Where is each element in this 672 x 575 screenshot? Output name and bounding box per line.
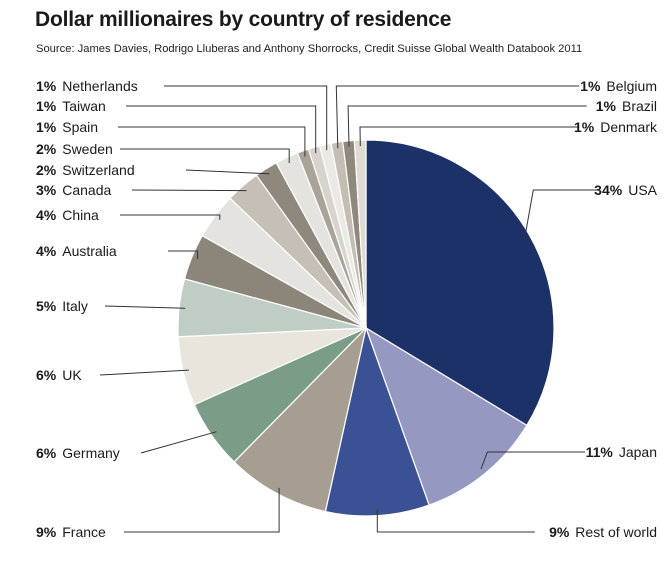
leader-lines bbox=[99, 85, 600, 533]
leader-line-netherlands bbox=[164, 85, 328, 151]
slice-label-china: 4% China bbox=[36, 207, 99, 223]
pie-slice-france bbox=[233, 326, 368, 513]
slice-label-rest-of-world: 9% Rest of world bbox=[549, 524, 657, 540]
leader-line-france bbox=[124, 487, 280, 533]
slice-name-netherlands: Netherlands bbox=[62, 78, 138, 94]
slice-pct-italy: 5% bbox=[36, 298, 57, 314]
slice-pct-canada: 3% bbox=[36, 182, 57, 198]
slice-pct-germany: 6% bbox=[36, 445, 57, 461]
leader-line-belgium bbox=[335, 85, 580, 149]
slice-label-usa: 34% USA bbox=[594, 182, 657, 198]
slice-name-usa: USA bbox=[628, 182, 657, 198]
slice-pct-usa: 34% bbox=[594, 182, 623, 198]
slice-pct-china: 4% bbox=[36, 207, 57, 223]
slice-pct-rest-of-world: 9% bbox=[549, 524, 570, 540]
slice-name-taiwan: Taiwan bbox=[62, 98, 106, 114]
leader-line-australia bbox=[168, 250, 199, 259]
slice-label-denmark: 1% Denmark bbox=[574, 119, 658, 135]
slice-pct-netherlands: 1% bbox=[36, 78, 57, 94]
leader-line-canada bbox=[131, 189, 247, 192]
leader-line-usa bbox=[524, 189, 600, 239]
slice-name-brazil: Brazil bbox=[622, 98, 657, 114]
pie-slice-usa bbox=[365, 139, 555, 427]
slice-name-belgium: Belgium bbox=[606, 78, 657, 94]
slice-label-france: 9% France bbox=[36, 524, 106, 540]
slice-name-uk: UK bbox=[62, 367, 82, 383]
slice-label-germany: 6% Germany bbox=[36, 445, 120, 461]
slice-pct-sweden: 2% bbox=[36, 141, 57, 157]
slice-name-rest-of-world: Rest of world bbox=[575, 524, 657, 540]
leader-line-china bbox=[120, 214, 221, 220]
slice-name-sweden: Sweden bbox=[62, 141, 113, 157]
leader-line-switzerland bbox=[185, 169, 270, 175]
slice-label-taiwan: 1% Taiwan bbox=[36, 98, 106, 114]
leader-line-spain bbox=[118, 126, 306, 157]
slice-label-switzerland: 2% Switzerland bbox=[36, 162, 135, 178]
slice-pct-france: 9% bbox=[36, 524, 57, 540]
slice-pct-denmark: 1% bbox=[574, 119, 595, 135]
slice-label-netherlands: 1% Netherlands bbox=[36, 78, 138, 94]
slice-name-denmark: Denmark bbox=[600, 119, 658, 135]
slice-name-canada: Canada bbox=[62, 182, 111, 198]
slice-name-china: China bbox=[62, 207, 99, 223]
slice-pct-uk: 6% bbox=[36, 367, 57, 383]
leader-line-uk bbox=[99, 369, 189, 376]
slice-label-brazil: 1% Brazil bbox=[596, 98, 657, 114]
slice-name-france: France bbox=[62, 524, 106, 540]
slice-label-italy: 5% Italy bbox=[36, 298, 88, 314]
slice-pct-brazil: 1% bbox=[596, 98, 617, 114]
slice-label-belgium: 1% Belgium bbox=[580, 78, 657, 94]
chart-title: Dollar millionaires by country of reside… bbox=[35, 8, 452, 31]
slice-name-australia: Australia bbox=[62, 243, 117, 259]
slice-label-uk: 6% UK bbox=[36, 367, 82, 383]
slice-pct-spain: 1% bbox=[36, 119, 57, 135]
slice-label-canada: 3% Canada bbox=[36, 182, 111, 198]
slice-pct-switzerland: 2% bbox=[36, 162, 57, 178]
leader-line-taiwan bbox=[126, 105, 317, 154]
slice-pct-belgium: 1% bbox=[580, 78, 601, 94]
slice-name-spain: Spain bbox=[62, 119, 98, 135]
slice-label-sweden: 2% Sweden bbox=[36, 141, 113, 157]
slice-pct-australia: 4% bbox=[36, 243, 57, 259]
pie-slice-japan bbox=[364, 326, 528, 506]
slice-name-japan: Japan bbox=[619, 444, 657, 460]
slice-pct-japan: 11% bbox=[586, 444, 614, 460]
slice-label-japan: 11% Japan bbox=[586, 444, 657, 460]
leader-line-japan bbox=[480, 451, 585, 470]
slice-pct-taiwan: 1% bbox=[36, 98, 57, 114]
leader-line-germany bbox=[140, 431, 217, 454]
leader-line-sweden bbox=[120, 148, 290, 163]
leader-line-denmark bbox=[359, 126, 580, 147]
slice-name-germany: Germany bbox=[62, 445, 120, 461]
slice-name-italy: Italy bbox=[62, 298, 88, 314]
slice-labels: 34% USA 11% Japan 9% Rest of world 9% France 6% G… bbox=[36, 78, 658, 540]
slice-label-australia: 4% Australia bbox=[36, 243, 117, 259]
pie-slices bbox=[177, 139, 555, 517]
slice-label-spain: 1% Spain bbox=[36, 119, 98, 135]
chart-source: Source: James Davies, Rodrigo Lluberas a… bbox=[36, 43, 583, 55]
leader-line-brazil bbox=[347, 105, 587, 147]
leader-line-italy bbox=[104, 305, 186, 309]
leader-line-rest-of-world bbox=[376, 509, 535, 533]
slice-name-switzerland: Switzerland bbox=[62, 162, 134, 178]
